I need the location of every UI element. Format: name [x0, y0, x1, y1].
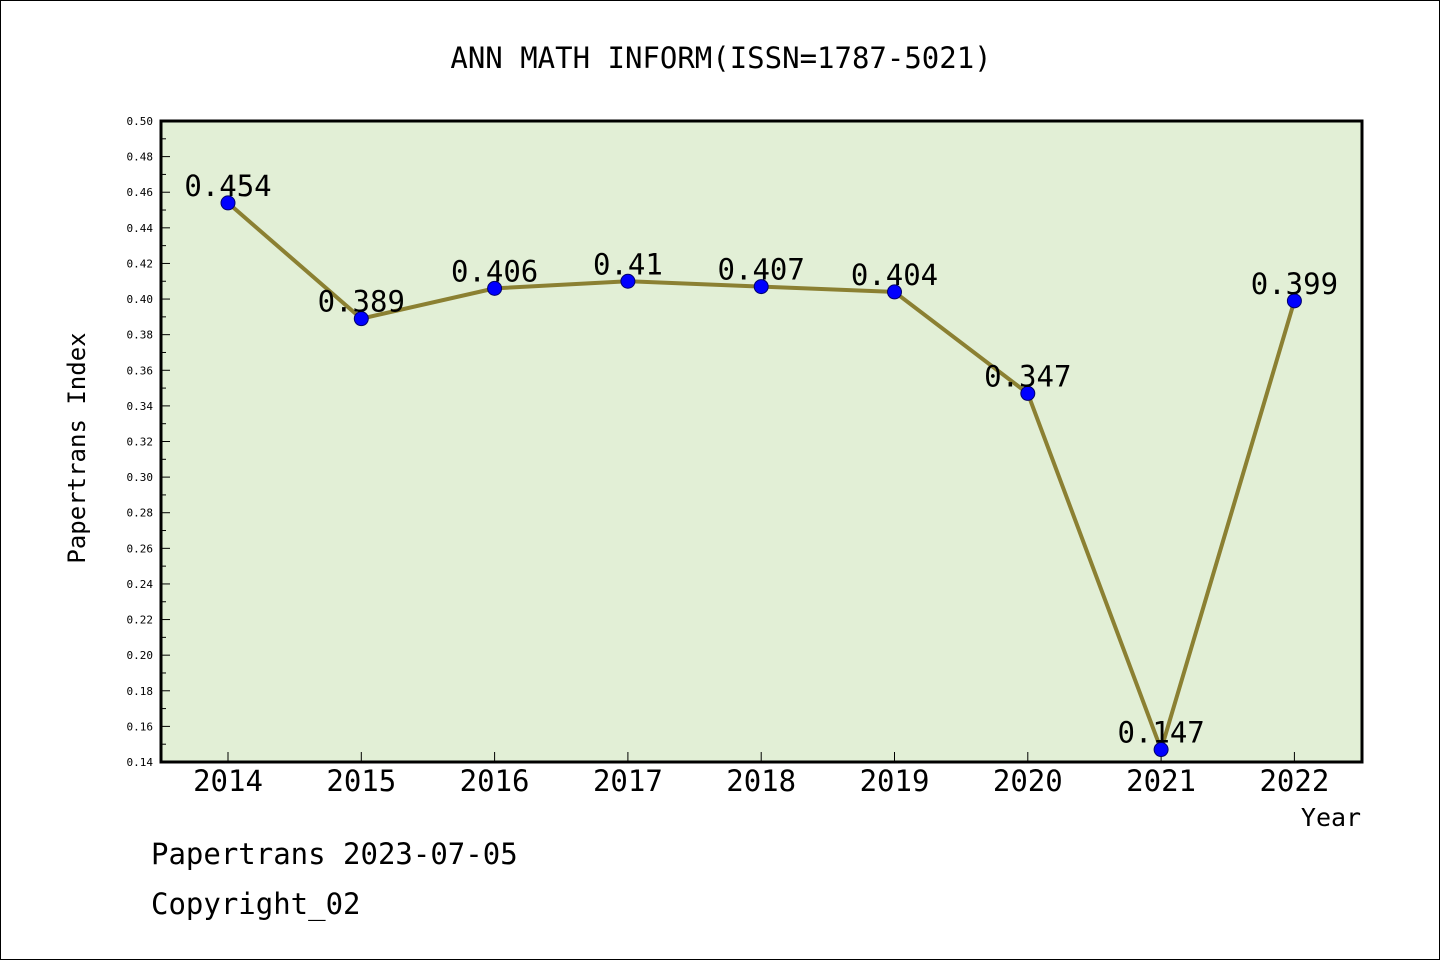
data-label: 0.147 [1117, 716, 1204, 750]
y-tick-label: 0.38 [127, 329, 154, 342]
data-point [887, 284, 902, 300]
y-tick-label: 0.16 [127, 720, 154, 733]
x-tick-label: 2019 [860, 764, 930, 798]
data-label: 0.347 [984, 359, 1071, 393]
y-tick-label: 0.18 [127, 685, 154, 698]
data-label: 0.407 [718, 253, 805, 287]
x-tick-label: 2015 [326, 764, 396, 798]
x-tick-label: 2022 [1259, 764, 1329, 798]
data-label: 0.41 [593, 247, 663, 281]
y-tick-label: 0.44 [127, 222, 154, 235]
data-label: 0.404 [851, 258, 938, 292]
y-tick-label: 0.14 [127, 756, 154, 769]
y-tick-label: 0.46 [127, 186, 154, 199]
x-tick-label: 2014 [193, 764, 263, 798]
data-point [1286, 293, 1302, 309]
chart-title: ANN MATH INFORM(ISSN=1787-5021) [450, 41, 991, 75]
data-point [353, 311, 369, 327]
data-point [753, 279, 769, 295]
x-tick-label: 2021 [1126, 764, 1196, 798]
y-tick-label: 0.26 [127, 542, 154, 555]
x-tick-label: 2018 [726, 764, 796, 798]
y-tick-label: 0.40 [127, 293, 154, 306]
y-tick-label: 0.28 [127, 507, 154, 520]
x-axis-label: Year [1301, 803, 1361, 832]
y-tick-label: 0.22 [127, 614, 154, 627]
data-label: 0.406 [451, 254, 538, 288]
data-point [1153, 742, 1169, 758]
x-tick-label: 2020 [993, 764, 1063, 798]
y-tick-label: 0.48 [127, 151, 154, 164]
data-label: 0.454 [184, 169, 271, 203]
x-tick-label: 2017 [593, 764, 663, 798]
data-point [1020, 385, 1036, 401]
data-label: 0.389 [318, 285, 405, 319]
plot-border [159, 119, 1364, 764]
y-tick-label: 0.42 [127, 257, 154, 270]
copyright-footnote: Copyright_02 [151, 887, 361, 921]
source-footnote: Papertrans 2023-07-05 [151, 837, 518, 871]
y-tick-label: 0.20 [127, 649, 154, 662]
data-point [620, 273, 636, 289]
data-label: 0.399 [1251, 267, 1338, 301]
data-point [487, 280, 503, 296]
y-tick-label: 0.34 [127, 400, 154, 413]
y-tick-label: 0.30 [127, 471, 154, 484]
y-tick-label: 0.50 [127, 115, 154, 128]
data-point [220, 195, 236, 211]
plot-area [161, 121, 1362, 762]
y-axis-label: Papertrans Index [63, 332, 91, 563]
y-tick-label: 0.24 [127, 578, 154, 591]
y-tick-label: 0.36 [127, 364, 154, 377]
x-tick-label: 2016 [460, 764, 530, 798]
y-tick-label: 0.32 [127, 436, 154, 449]
